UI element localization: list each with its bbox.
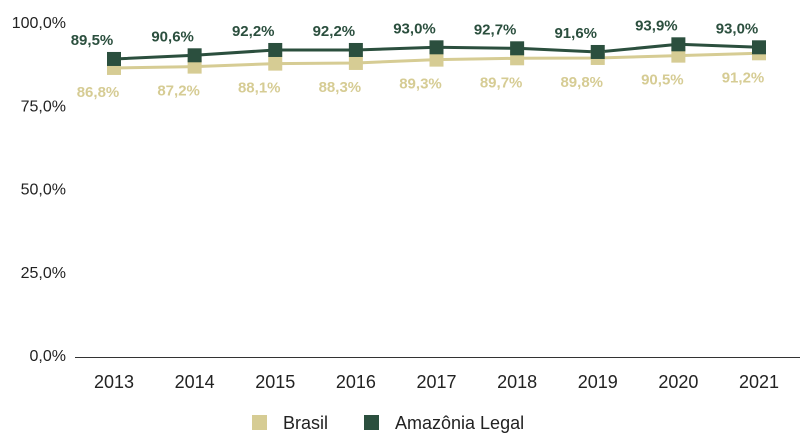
x-tick-label: 2017 <box>416 372 456 392</box>
data-label: 87,2% <box>157 83 200 100</box>
x-tick-label: 2015 <box>255 372 295 392</box>
data-label: 89,8% <box>560 74 603 91</box>
x-tick-label: 2021 <box>739 372 779 392</box>
data-label: 92,2% <box>232 23 275 40</box>
x-tick-label: 2020 <box>658 372 698 392</box>
data-label: 93,0% <box>716 20 759 37</box>
marker <box>510 41 525 56</box>
data-label: 89,5% <box>71 32 114 49</box>
marker <box>671 37 686 52</box>
marker <box>348 55 363 70</box>
x-tick-label: 2019 <box>578 372 618 392</box>
marker <box>107 51 121 66</box>
data-label: 86,8% <box>77 84 120 101</box>
marker <box>590 44 605 59</box>
legend-label: Amazônia Legal <box>395 413 524 433</box>
data-label: 89,7% <box>480 74 523 91</box>
legend-swatch <box>252 415 267 430</box>
marker <box>752 40 766 55</box>
y-tick-label: 25,0% <box>21 265 66 282</box>
x-tick-label: 2016 <box>336 372 376 392</box>
marker <box>348 42 363 57</box>
legend-swatch <box>364 415 379 430</box>
y-tick-label: 50,0% <box>21 182 66 199</box>
data-label: 88,1% <box>238 80 281 97</box>
x-tick-label: 2018 <box>497 372 537 392</box>
marker <box>268 56 283 71</box>
x-tick-label: 2013 <box>94 372 134 392</box>
marker <box>268 42 283 57</box>
x-tick-label: 2014 <box>175 372 215 392</box>
data-label: 92,2% <box>313 23 356 40</box>
data-label: 88,3% <box>319 79 362 96</box>
y-tick-label: 75,0% <box>21 98 66 115</box>
data-label: 91,6% <box>554 25 597 42</box>
marker <box>671 48 686 63</box>
y-tick-label: 100,0% <box>12 15 66 32</box>
marker <box>429 52 444 67</box>
data-label: 89,3% <box>399 76 442 93</box>
legend-label: Brasil <box>283 413 328 433</box>
marker <box>429 40 444 55</box>
marker <box>187 48 202 63</box>
marker <box>187 59 202 74</box>
data-label: 90,6% <box>151 28 194 45</box>
data-label: 92,7% <box>474 21 517 38</box>
data-label: 91,2% <box>722 69 765 86</box>
y-tick-label: 0,0% <box>30 348 66 365</box>
data-label: 90,5% <box>641 72 684 89</box>
data-label: 93,9% <box>635 17 678 34</box>
data-label: 93,0% <box>393 20 436 37</box>
